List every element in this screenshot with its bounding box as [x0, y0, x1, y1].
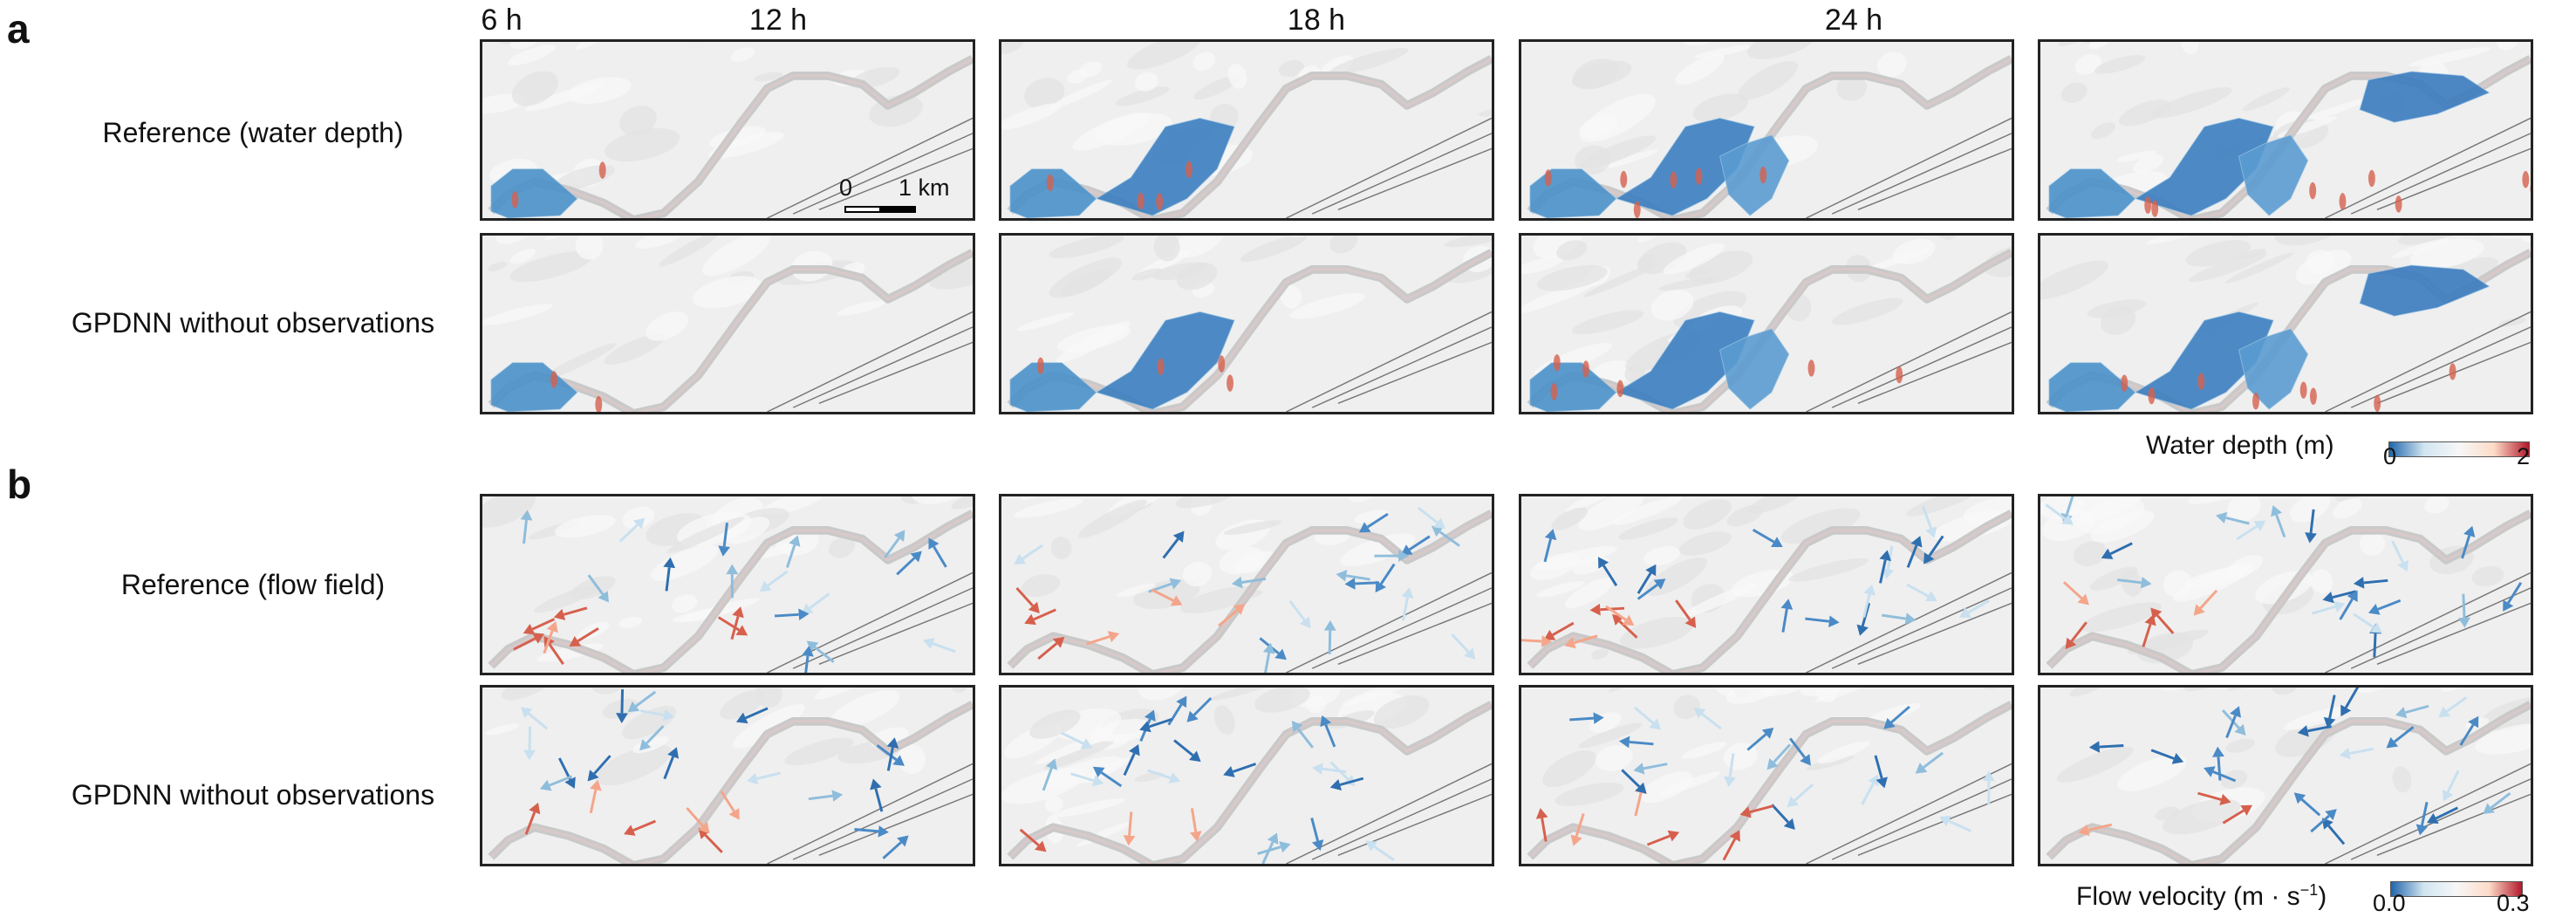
depth-colorbar	[2388, 441, 2530, 457]
row-label-reference-depth: Reference (water depth)	[102, 117, 404, 148]
map-depth-gpdnn-6h	[480, 233, 975, 414]
column-title-18h: 18 h	[1287, 3, 1346, 37]
map-depth-reference-24h	[2038, 39, 2533, 221]
depth-colorbar-max: 2	[2517, 443, 2531, 469]
scale-bar-zero: 0	[839, 175, 853, 201]
depth-colorbar-title: Water depth (m)	[2146, 431, 2334, 460]
scale-bar-white-segment	[844, 206, 881, 213]
row-label-gpdnn-depth: GPDNN without observations	[71, 307, 435, 339]
map-flow-reference-18h	[1519, 494, 2014, 675]
column-title-12h: 12 h	[748, 3, 808, 37]
scale-bar-label: 1 km	[899, 175, 950, 201]
map-flow-reference-12h	[999, 494, 1494, 675]
velocity-colorbar-title-sup: −1	[2299, 881, 2319, 899]
map-flow-gpdnn-24h	[2038, 685, 2533, 866]
map-flow-reference-6h	[480, 494, 975, 675]
velocity-colorbar	[2390, 881, 2523, 897]
row-label-gpdnn-flow: GPDNN without observations	[71, 779, 435, 811]
panel-letter-a: a	[7, 6, 30, 51]
map-depth-reference-18h	[1519, 39, 2014, 221]
row-label-reference-flow: Reference (flow field)	[120, 569, 386, 600]
velocity-colorbar-max: 0.3	[2497, 890, 2530, 916]
map-flow-gpdnn-12h	[999, 685, 1494, 866]
velocity-colorbar-title-main: Flow velocity (m · s	[2076, 882, 2300, 911]
velocity-colorbar-title: Flow velocity (m · s−1)	[2076, 881, 2327, 912]
column-title-6h: 6 h	[481, 3, 523, 37]
map-flow-gpdnn-18h	[1519, 685, 2014, 866]
column-title-24h: 24 h	[1824, 3, 1883, 37]
map-depth-reference-6h	[480, 39, 975, 221]
map-depth-gpdnn-24h	[2038, 233, 2533, 414]
velocity-colorbar-min: 0.0	[2373, 890, 2406, 916]
map-depth-reference-12h	[999, 39, 1494, 221]
scale-bar-black-segment	[879, 206, 916, 213]
map-flow-reference-24h	[2038, 494, 2533, 675]
map-depth-gpdnn-12h	[999, 233, 1494, 414]
map-depth-gpdnn-18h	[1519, 233, 2014, 414]
map-flow-gpdnn-6h	[480, 685, 975, 866]
velocity-colorbar-title-end: )	[2318, 882, 2327, 911]
panel-letter-b: b	[7, 462, 32, 507]
depth-colorbar-min: 0	[2383, 443, 2397, 469]
